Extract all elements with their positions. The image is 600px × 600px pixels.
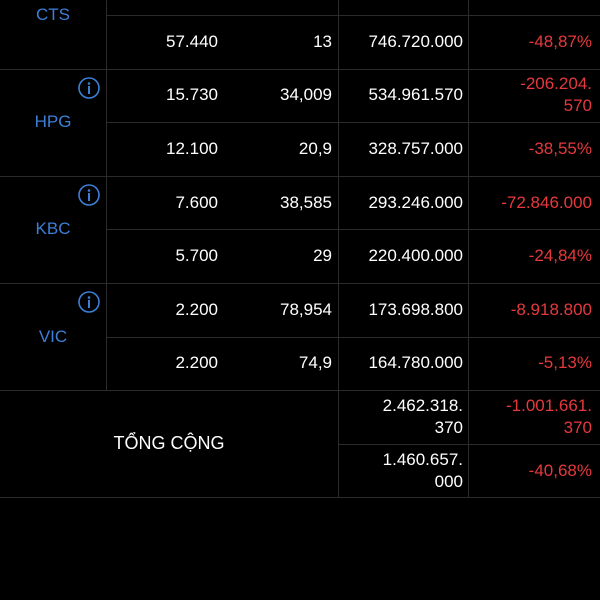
value-cell: 000 bbox=[340, 0, 463, 15]
value-cell: 2.462.318. 370 bbox=[382, 395, 463, 437]
row-divider bbox=[338, 443, 600, 445]
profit-cell: -38,55% bbox=[528, 138, 592, 158]
price-cell: 7.600 bbox=[175, 192, 218, 212]
info-icon bbox=[78, 291, 100, 313]
price-cell: 57.440 bbox=[166, 31, 218, 51]
qty-cell: 34,009 bbox=[280, 85, 332, 105]
value-cell: 164.780.000 bbox=[368, 353, 463, 373]
value-cell: 293.246.000 bbox=[368, 192, 463, 212]
total-label: TỔNG CỘNG bbox=[113, 433, 225, 454]
qty-cell: 78,954 bbox=[280, 299, 332, 319]
qty-cell: 74,9 bbox=[298, 353, 332, 373]
value-cell: 1.460.657. 000 bbox=[382, 449, 463, 491]
profit-cell: -72.846.000 bbox=[501, 192, 592, 212]
profit-cell: -40,68% bbox=[528, 460, 592, 480]
symbol: CTS bbox=[36, 5, 70, 24]
col-divider bbox=[338, 0, 339, 498]
qty-cell: 20,9 bbox=[298, 138, 332, 158]
profit-cell: -5,13% bbox=[538, 353, 592, 373]
value-cell: 534.961.570 bbox=[368, 85, 463, 105]
group-divider bbox=[0, 390, 600, 392]
value-cell: 746.720.000 bbox=[368, 31, 463, 51]
info-icon bbox=[78, 76, 100, 99]
value-cell: 328.757.000 bbox=[368, 138, 463, 158]
row-divider bbox=[106, 15, 600, 16]
price-cell: 12.100 bbox=[166, 138, 218, 158]
symbol: KBC bbox=[35, 219, 71, 239]
price-cell: 15.730 bbox=[166, 85, 218, 105]
col-divider bbox=[106, 0, 107, 391]
price-cell: 2.200 bbox=[175, 353, 218, 373]
group-divider bbox=[0, 283, 600, 284]
row-divider bbox=[106, 122, 600, 124]
symbol: HPG bbox=[34, 112, 72, 132]
symbol: VIC bbox=[38, 326, 68, 346]
profit-cell: -24,84% bbox=[528, 246, 592, 266]
col-divider bbox=[468, 0, 469, 498]
group-divider bbox=[0, 175, 600, 177]
qty-cell: 29 bbox=[313, 246, 332, 266]
profit-cell: -48,87% bbox=[528, 31, 592, 51]
info-icon bbox=[78, 183, 100, 206]
row-divider bbox=[106, 229, 600, 231]
profit-cell: -8.918.800 bbox=[510, 299, 592, 319]
qty-cell: 38,585 bbox=[280, 192, 332, 212]
group-divider bbox=[0, 68, 600, 70]
profit-cell: -1.001.661. 370 bbox=[505, 395, 592, 437]
price-cell: 5.700 bbox=[175, 246, 218, 266]
value-cell: 220.400.000 bbox=[368, 246, 463, 266]
value-cell: 173.698.800 bbox=[368, 299, 463, 319]
profit-cell: -206.204. 570 bbox=[520, 74, 592, 116]
qty-cell: 13 bbox=[313, 31, 332, 51]
row-divider bbox=[106, 336, 600, 338]
table-bottom bbox=[0, 497, 600, 499]
price-cell: 2.200 bbox=[175, 299, 218, 319]
